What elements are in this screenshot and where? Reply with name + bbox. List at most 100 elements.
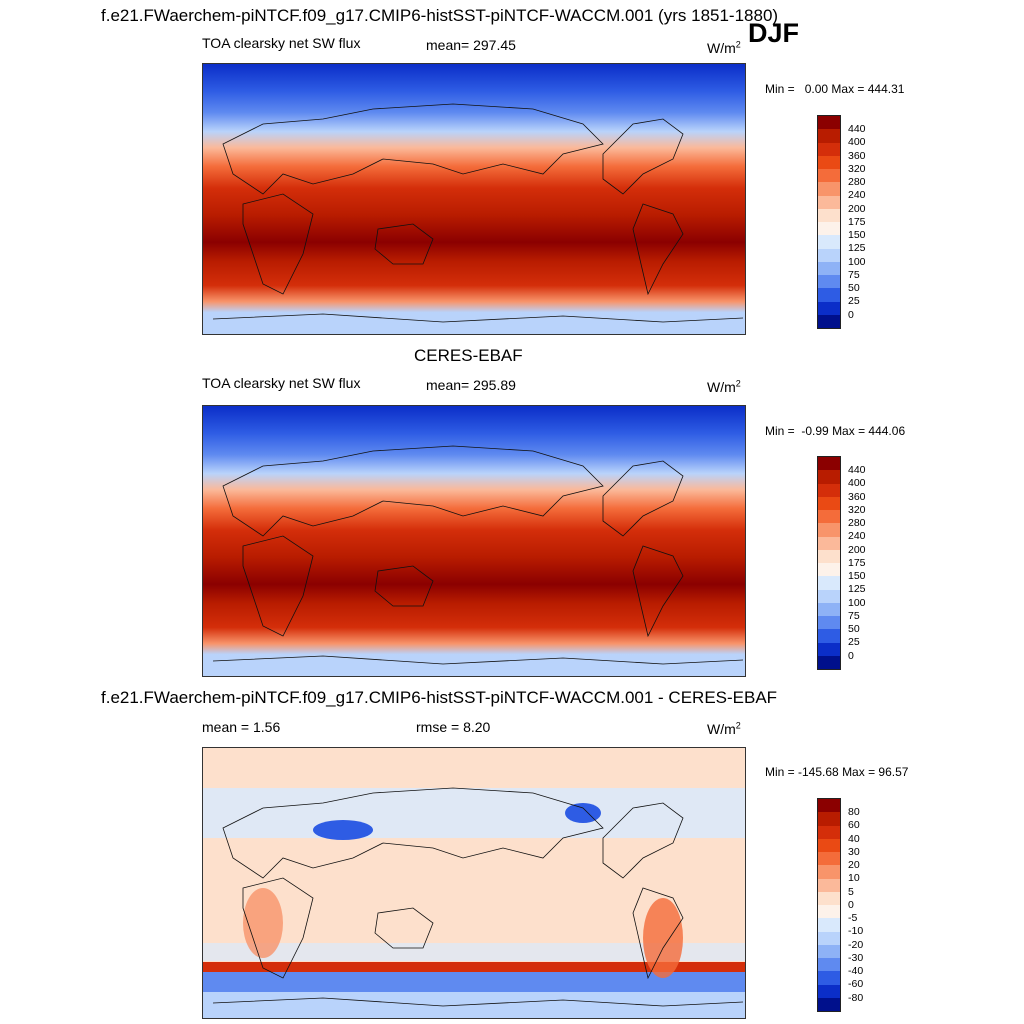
panel3-mean: mean = 1.56 [202, 719, 281, 735]
colorbar-tick-label: 30 [848, 846, 860, 858]
colorbar-swatch [818, 918, 840, 932]
colorbar-tick-label: 40 [848, 833, 860, 845]
colorbar-swatch [818, 799, 840, 813]
colorbar-swatch [818, 655, 840, 669]
panel2-map-svg [203, 406, 745, 676]
colorbar-swatch [818, 563, 840, 577]
colorbar-swatch [818, 116, 840, 130]
panel1-units: W/m2 [707, 39, 741, 56]
colorbar-swatch [818, 288, 840, 302]
colorbar-tick-label: 240 [848, 530, 866, 542]
colorbar-swatch [818, 905, 840, 919]
colorbar-tick-label: 25 [848, 636, 860, 648]
panel1-variable: TOA clearsky net SW flux [202, 35, 361, 51]
colorbar-tick-label: 50 [848, 623, 860, 635]
panel2-mean: mean= 295.89 [426, 377, 516, 393]
colorbar-tick-label: 280 [848, 517, 866, 529]
colorbar-swatch [818, 129, 840, 143]
colorbar-tick-label: 100 [848, 256, 866, 268]
panel3-map [202, 747, 746, 1019]
panel3-title: f.e21.FWaerchem-piNTCF.f09_g17.CMIP6-his… [101, 688, 778, 707]
panel1-map [202, 63, 746, 335]
season-label: DJF [748, 18, 800, 48]
colorbar-swatch [818, 275, 840, 289]
colorbar-tick-label: 175 [848, 216, 866, 228]
colorbar-swatch [818, 997, 840, 1011]
colorbar-swatch [818, 616, 840, 630]
colorbar-swatch [818, 838, 840, 852]
colorbar-swatch [818, 891, 840, 905]
colorbar-tick-label: -30 [848, 952, 864, 964]
colorbar-swatch [818, 208, 840, 222]
colorbar-swatch [818, 576, 840, 590]
colorbar-tick-label: 125 [848, 242, 866, 254]
colorbar-tick-label: 440 [848, 464, 866, 476]
colorbar-tick-label: 125 [848, 583, 866, 595]
colorbar-swatch [818, 182, 840, 196]
colorbar-tick-label: 200 [848, 544, 866, 556]
panel3-minmax: Min = -145.68 Max = 96.57 [765, 765, 909, 779]
colorbar-swatch [818, 642, 840, 656]
colorbar-swatch [818, 314, 840, 328]
colorbar-swatch [818, 222, 840, 236]
colorbar-tick-label: 75 [848, 269, 860, 281]
colorbar-swatch [818, 523, 840, 537]
colorbar-swatch [818, 878, 840, 892]
colorbar-tick-label: 320 [848, 163, 866, 175]
colorbar-swatch [818, 496, 840, 510]
panel1-minmax: Min = 0.00 Max = 444.31 [765, 82, 905, 96]
colorbar-tick-label: 25 [848, 295, 860, 307]
colorbar-tick-label: 60 [848, 819, 860, 831]
colorbar-swatch [818, 470, 840, 484]
colorbar-tick-label: 440 [848, 123, 866, 135]
colorbar-tick-label: -10 [848, 925, 864, 937]
colorbar-swatch [818, 984, 840, 998]
panel1-map-svg [203, 64, 745, 334]
colorbar-swatch [818, 971, 840, 985]
colorbar-swatch [818, 155, 840, 169]
colorbar-tick-label: 50 [848, 282, 860, 294]
colorbar-tick-label: 280 [848, 176, 866, 188]
panel2-variable: TOA clearsky net SW flux [202, 375, 361, 391]
colorbar-tick-label: -60 [848, 978, 864, 990]
colorbar-tick-label: -80 [848, 992, 864, 1004]
panel2-units: W/m2 [707, 378, 741, 395]
colorbar-swatch [818, 602, 840, 616]
colorbar-tick-label: -5 [848, 912, 858, 924]
colorbar-tick-label: 0 [848, 650, 854, 662]
panel3-colorbar [817, 798, 841, 1012]
colorbar-tick-label: -40 [848, 965, 864, 977]
colorbar-tick-label: 20 [848, 859, 860, 871]
colorbar-swatch [818, 852, 840, 866]
colorbar-tick-label: 400 [848, 136, 866, 148]
colorbar-swatch [818, 483, 840, 497]
panel2-map [202, 405, 746, 677]
panel3-rmse: rmse = 8.20 [416, 719, 491, 735]
panel3-units: W/m2 [707, 720, 741, 737]
colorbar-swatch [818, 261, 840, 275]
colorbar-swatch [818, 536, 840, 550]
colorbar-tick-label: 400 [848, 477, 866, 489]
colorbar-swatch [818, 235, 840, 249]
colorbar-swatch [818, 812, 840, 826]
colorbar-tick-label: 75 [848, 610, 860, 622]
colorbar-swatch [818, 865, 840, 879]
colorbar-swatch [818, 944, 840, 958]
colorbar-swatch [818, 931, 840, 945]
colorbar-swatch [818, 142, 840, 156]
colorbar-swatch [818, 248, 840, 262]
colorbar-swatch [818, 825, 840, 839]
colorbar-tick-label: 320 [848, 504, 866, 516]
colorbar-tick-label: 150 [848, 229, 866, 241]
colorbar-tick-label: 360 [848, 491, 866, 503]
colorbar-tick-label: 5 [848, 886, 854, 898]
panel2-minmax: Min = -0.99 Max = 444.06 [765, 424, 906, 438]
colorbar-tick-label: 150 [848, 570, 866, 582]
colorbar-swatch [818, 589, 840, 603]
colorbar-swatch [818, 510, 840, 524]
colorbar-swatch [818, 169, 840, 183]
colorbar-tick-label: 200 [848, 203, 866, 215]
panel2-title: CERES-EBAF [414, 346, 523, 365]
colorbar-swatch [818, 195, 840, 209]
colorbar-tick-label: 10 [848, 872, 860, 884]
